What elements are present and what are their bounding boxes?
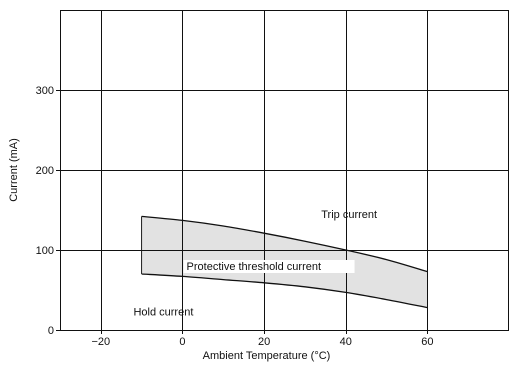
annotation-protective-threshold-current: Protective threshold current: [187, 261, 322, 273]
y-axis-label: Current (mA): [8, 138, 20, 202]
y-tick-label: 100: [36, 245, 54, 257]
x-tick-label: 20: [258, 336, 270, 348]
x-axis-label: Ambient Temperature (°C): [203, 350, 331, 362]
annotation-layer: Trip current Protective threshold current…: [133, 209, 377, 319]
annotation-trip-current: Trip current: [321, 209, 377, 221]
x-tick-label: 0: [179, 336, 185, 348]
x-tick-label: 60: [421, 336, 433, 348]
y-tick-label: 300: [36, 85, 54, 97]
series-line-hold-current: [141, 273, 428, 309]
grid-layer: [60, 10, 509, 330]
y-tick-label: 0: [48, 325, 54, 337]
x-tick-label: −20: [91, 336, 110, 348]
y-tick-label: 200: [36, 165, 54, 177]
tick-layer: −20 0 20 40 60 0 100 200 300: [36, 85, 434, 348]
series-line-trip-current: [141, 215, 428, 273]
annotation-label-background: [183, 260, 355, 273]
annotation-hold-current: Hold current: [133, 307, 193, 319]
series-layer: [141, 215, 428, 309]
x-tick-label: 40: [340, 336, 352, 348]
